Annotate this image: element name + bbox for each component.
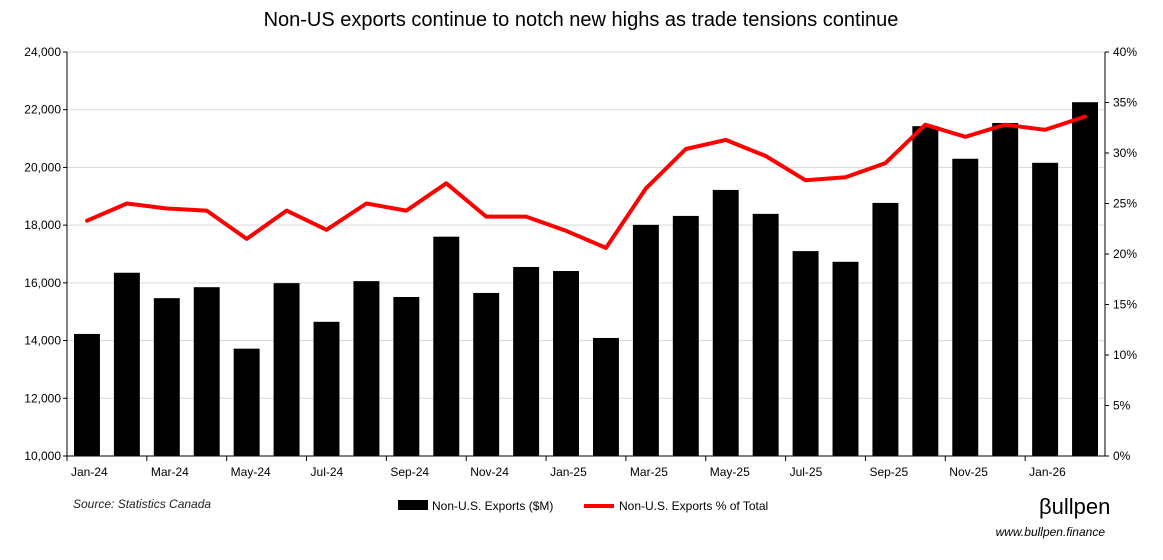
website-url: www.bullpen.finance (996, 525, 1106, 539)
y-right-tick-label: 25% (1113, 197, 1137, 211)
bar-nov-25 (952, 158, 979, 456)
y-right-tick-label: 35% (1113, 96, 1137, 110)
brand-logo: βullpen (1039, 494, 1110, 519)
x-tick-label: Sep-25 (869, 465, 908, 479)
bar-sep-25 (872, 202, 899, 456)
y-left-tick-label: 18,000 (24, 218, 61, 232)
bar-dec-24 (513, 266, 540, 456)
bar-mar-25 (632, 224, 659, 456)
bar-aug-25 (832, 261, 859, 456)
source-note: Source: Statistics Canada (73, 497, 211, 511)
y-left-tick-label: 16,000 (24, 276, 61, 290)
x-tick-label: Mar-24 (151, 465, 189, 479)
x-tick-label: Jan-26 (1029, 465, 1066, 479)
x-tick-label: May-24 (231, 465, 271, 479)
legend: Non-U.S. Exports ($M) Non-U.S. Exports %… (398, 499, 768, 513)
brand-beta: β (1039, 494, 1052, 519)
line-series (85, 114, 1087, 250)
brand-name: ullpen (1052, 494, 1111, 519)
x-tick-label: Mar-25 (630, 465, 668, 479)
y-right-tick-label: 0% (1113, 449, 1131, 463)
y-left-tick-label: 24,000 (24, 45, 61, 59)
bar-feb-26 (1072, 102, 1099, 456)
bar-jun-25 (752, 213, 779, 456)
x-tick-label: Jul-24 (311, 465, 344, 479)
bar-oct-25 (912, 126, 939, 457)
x-tick-label: Sep-24 (390, 465, 429, 479)
x-tick-label: Jul-25 (790, 465, 823, 479)
x-tick-label: Jan-25 (550, 465, 587, 479)
bar-nov-24 (473, 292, 500, 456)
y-left-tick-label: 10,000 (24, 449, 61, 463)
y-left-tick-label: 12,000 (24, 391, 61, 405)
bar-sep-24 (393, 296, 420, 456)
bar-mar-24 (153, 298, 180, 456)
legend-bar-label: Non-U.S. Exports ($M) (432, 499, 553, 513)
x-tick-label: Nov-25 (949, 465, 988, 479)
y-left-tick-label: 22,000 (24, 103, 61, 117)
y-left-tick-label: 14,000 (24, 334, 61, 348)
bar-feb-25 (592, 337, 619, 456)
x-tick-label: Nov-24 (470, 465, 509, 479)
y-right-tick-label: 20% (1113, 247, 1137, 261)
bar-jul-25 (792, 251, 819, 456)
tick-labels: 10,000 12,000 14,000 16,000 18,000 20,000 22,0… (24, 45, 1137, 479)
y-right-tick-label: 30% (1113, 146, 1137, 160)
bar-jan-25 (553, 271, 580, 456)
y-right-tick-label: 40% (1113, 45, 1137, 59)
y-left-tick-label: 20,000 (24, 160, 61, 174)
y-right-tick-label: 10% (1113, 348, 1137, 362)
chart-title: Non-US exports continue to notch new hig… (264, 9, 899, 31)
axes (63, 51, 1109, 461)
bar-oct-24 (433, 236, 460, 456)
x-tick-label: Jan-24 (71, 465, 108, 479)
bar-may-25 (712, 189, 739, 457)
bar-aug-24 (353, 281, 380, 456)
bar-may-24 (233, 348, 260, 456)
pct-of-total-line (85, 114, 1087, 250)
bar-jan-24 (73, 333, 100, 456)
bar-series (73, 102, 1099, 457)
bar-jul-24 (313, 321, 340, 456)
y-right-tick-label: 5% (1113, 399, 1131, 413)
bar-apr-25 (672, 215, 699, 456)
y-right-tick-label: 15% (1113, 298, 1137, 312)
bar-jan-26 (1032, 162, 1059, 456)
legend-line-label: Non-U.S. Exports % of Total (619, 499, 768, 513)
x-tick-label: May-25 (710, 465, 750, 479)
bar-apr-24 (193, 287, 220, 456)
legend-bar-swatch (398, 500, 428, 510)
bar-feb-24 (113, 272, 140, 456)
bar-jun-24 (273, 283, 300, 456)
svg-text:βullpen: βullpen (1039, 494, 1110, 519)
bar-dec-25 (992, 122, 1019, 456)
